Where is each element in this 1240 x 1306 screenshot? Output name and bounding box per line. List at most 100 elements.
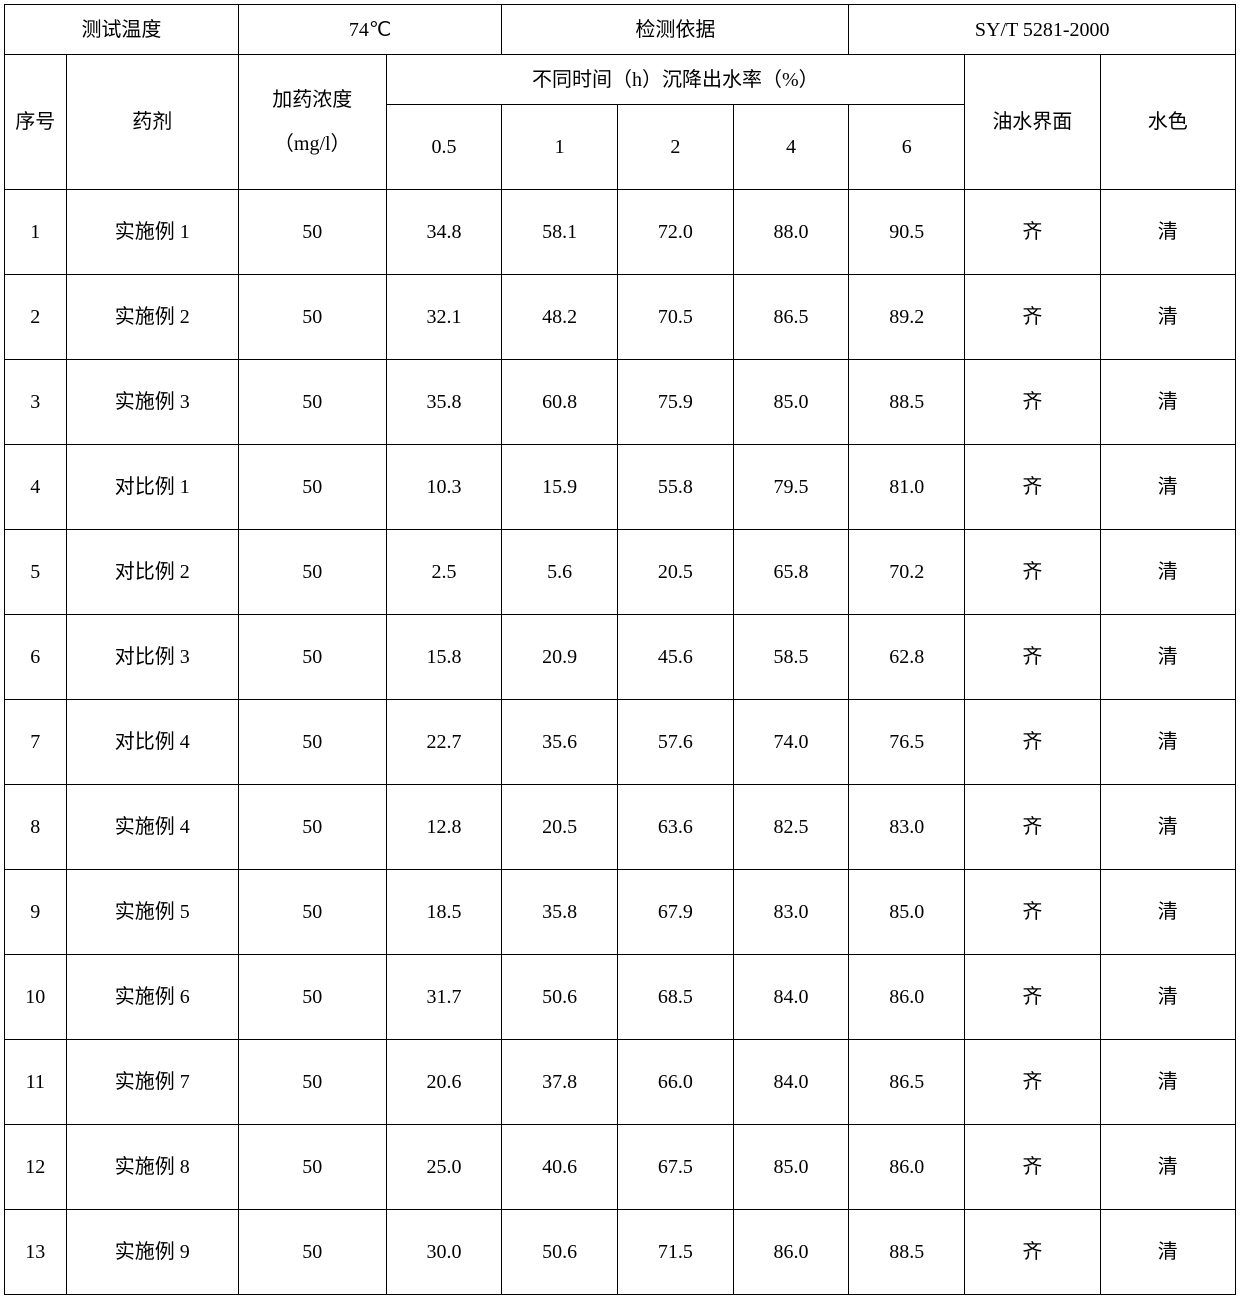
table-row: 2实施例 25032.148.270.586.589.2齐清 [5, 275, 1236, 360]
cell-v3: 65.8 [733, 530, 849, 615]
standard-label: 检测依据 [502, 5, 849, 55]
cell-v0: 2.5 [386, 530, 502, 615]
col-t3: 4 [733, 105, 849, 190]
cell-v2: 55.8 [618, 445, 734, 530]
cell-v4: 88.5 [849, 1210, 965, 1295]
cell-v2: 57.6 [618, 700, 734, 785]
cell-v1: 40.6 [502, 1125, 618, 1210]
cell-v2: 71.5 [618, 1210, 734, 1295]
cell-conc: 50 [238, 360, 386, 445]
cell-interface: 齐 [965, 445, 1100, 530]
table-row: 9实施例 55018.535.867.983.085.0齐清 [5, 870, 1236, 955]
cell-v4: 76.5 [849, 700, 965, 785]
cell-v1: 60.8 [502, 360, 618, 445]
cell-color: 清 [1100, 1040, 1235, 1125]
cell-color: 清 [1100, 700, 1235, 785]
cell-agent: 对比例 3 [66, 615, 238, 700]
cell-v0: 18.5 [386, 870, 502, 955]
table-row: 10实施例 65031.750.668.584.086.0齐清 [5, 955, 1236, 1040]
cell-v4: 86.0 [849, 955, 965, 1040]
cell-v4: 85.0 [849, 870, 965, 955]
cell-conc: 50 [238, 955, 386, 1040]
cell-seq: 10 [5, 955, 67, 1040]
cell-agent: 实施例 7 [66, 1040, 238, 1125]
cell-v3: 86.5 [733, 275, 849, 360]
meta-row: 测试温度 74℃ 检测依据 SY/T 5281-2000 [5, 5, 1236, 55]
cell-v1: 35.6 [502, 700, 618, 785]
cell-v4: 70.2 [849, 530, 965, 615]
cell-conc: 50 [238, 190, 386, 275]
col-t4: 6 [849, 105, 965, 190]
cell-conc: 50 [238, 1125, 386, 1210]
cell-v1: 50.6 [502, 1210, 618, 1295]
cell-v0: 15.8 [386, 615, 502, 700]
cell-conc: 50 [238, 445, 386, 530]
cell-v4: 83.0 [849, 785, 965, 870]
table-row: 4对比例 15010.315.955.879.581.0齐清 [5, 445, 1236, 530]
cell-interface: 齐 [965, 1040, 1100, 1125]
cell-color: 清 [1100, 190, 1235, 275]
cell-v0: 34.8 [386, 190, 502, 275]
cell-v4: 89.2 [849, 275, 965, 360]
cell-v3: 58.5 [733, 615, 849, 700]
cell-seq: 9 [5, 870, 67, 955]
cell-agent: 实施例 8 [66, 1125, 238, 1210]
cell-agent: 实施例 5 [66, 870, 238, 955]
cell-v1: 50.6 [502, 955, 618, 1040]
cell-agent: 实施例 2 [66, 275, 238, 360]
cell-color: 清 [1100, 275, 1235, 360]
cell-seq: 8 [5, 785, 67, 870]
cell-seq: 6 [5, 615, 67, 700]
col-agent: 药剂 [66, 55, 238, 190]
cell-v0: 32.1 [386, 275, 502, 360]
cell-color: 清 [1100, 445, 1235, 530]
cell-agent: 实施例 9 [66, 1210, 238, 1295]
cell-color: 清 [1100, 360, 1235, 445]
test-temp-label: 测试温度 [5, 5, 239, 55]
cell-seq: 2 [5, 275, 67, 360]
cell-v4: 86.5 [849, 1040, 965, 1125]
cell-v2: 45.6 [618, 615, 734, 700]
col-conc: 加药浓度（mg/l） [238, 55, 386, 190]
cell-v1: 35.8 [502, 870, 618, 955]
cell-conc: 50 [238, 785, 386, 870]
cell-color: 清 [1100, 870, 1235, 955]
cell-interface: 齐 [965, 615, 1100, 700]
cell-v2: 67.9 [618, 870, 734, 955]
cell-conc: 50 [238, 615, 386, 700]
col-settling: 不同时间（h）沉降出水率（%） [386, 55, 965, 105]
col-color: 水色 [1100, 55, 1235, 190]
table-row: 7对比例 45022.735.657.674.076.5齐清 [5, 700, 1236, 785]
cell-v3: 74.0 [733, 700, 849, 785]
cell-v2: 63.6 [618, 785, 734, 870]
cell-interface: 齐 [965, 785, 1100, 870]
cell-v4: 86.0 [849, 1125, 965, 1210]
cell-v1: 15.9 [502, 445, 618, 530]
cell-color: 清 [1100, 1210, 1235, 1295]
cell-agent: 对比例 4 [66, 700, 238, 785]
cell-v0: 12.8 [386, 785, 502, 870]
table-row: 13实施例 95030.050.671.586.088.5齐清 [5, 1210, 1236, 1295]
cell-v0: 35.8 [386, 360, 502, 445]
cell-v0: 10.3 [386, 445, 502, 530]
table-row: 8实施例 45012.820.563.682.583.0齐清 [5, 785, 1236, 870]
standard-value: SY/T 5281-2000 [849, 5, 1236, 55]
cell-v4: 62.8 [849, 615, 965, 700]
cell-seq: 3 [5, 360, 67, 445]
cell-v3: 82.5 [733, 785, 849, 870]
cell-v4: 88.5 [849, 360, 965, 445]
cell-v2: 66.0 [618, 1040, 734, 1125]
cell-agent: 对比例 1 [66, 445, 238, 530]
cell-agent: 实施例 4 [66, 785, 238, 870]
cell-interface: 齐 [965, 190, 1100, 275]
cell-interface: 齐 [965, 870, 1100, 955]
cell-v4: 90.5 [849, 190, 965, 275]
cell-color: 清 [1100, 530, 1235, 615]
cell-conc: 50 [238, 275, 386, 360]
cell-v3: 85.0 [733, 1125, 849, 1210]
cell-v2: 20.5 [618, 530, 734, 615]
cell-v1: 48.2 [502, 275, 618, 360]
cell-v1: 20.9 [502, 615, 618, 700]
column-header-row-1: 序号 药剂 加药浓度（mg/l） 不同时间（h）沉降出水率（%） 油水界面 水色 [5, 55, 1236, 105]
cell-interface: 齐 [965, 360, 1100, 445]
